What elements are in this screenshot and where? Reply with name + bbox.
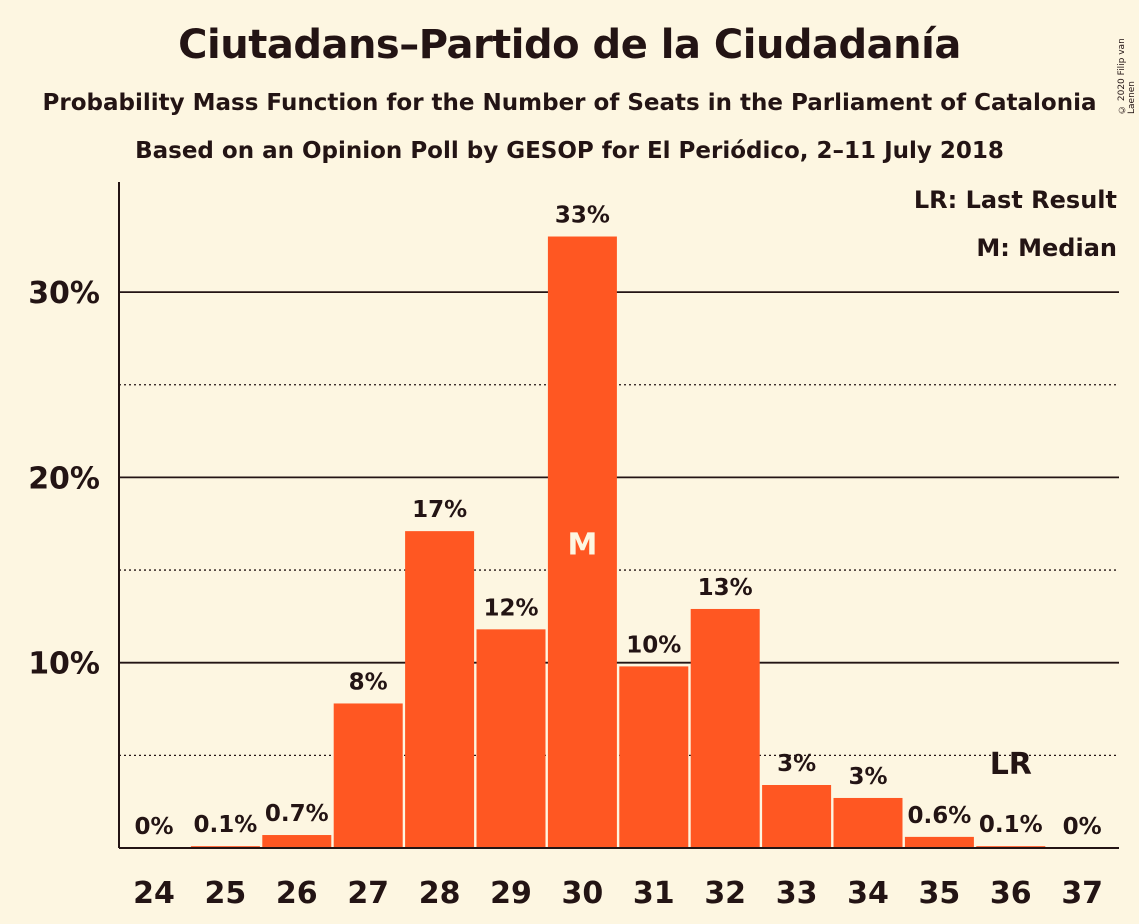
x-tick-label: 29	[490, 876, 532, 911]
data-label: 0.1%	[194, 812, 258, 838]
x-tick-label: 37	[1061, 876, 1103, 911]
x-tick-label: 24	[133, 876, 175, 911]
axes: 10% 20% 30% 24 25 26 27 28 29 30 31 32 33 34 35 36 37	[28, 182, 1119, 911]
x-tick-label: 26	[276, 876, 318, 911]
x-tick-label: 34	[847, 876, 889, 911]
x-tick-label: 32	[704, 876, 746, 911]
data-label: 0.1%	[979, 812, 1043, 838]
data-label: 33%	[555, 203, 610, 229]
data-label: 0.7%	[265, 801, 329, 827]
x-tick-label: 36	[990, 876, 1032, 911]
chart-source-line: Based on an Opinion Poll by GESOP for El…	[135, 138, 1004, 164]
x-tick-label: 28	[419, 876, 461, 911]
x-tick-label: 27	[347, 876, 389, 911]
data-label: 10%	[626, 632, 681, 658]
legend-median: M: Median	[976, 234, 1117, 262]
data-label: 0%	[1063, 814, 1102, 840]
bar	[690, 608, 760, 848]
data-label: 13%	[698, 575, 753, 601]
bar	[333, 703, 403, 848]
data-label: 8%	[349, 669, 388, 695]
y-tick-label: 20%	[28, 461, 100, 496]
data-label: 12%	[483, 595, 538, 621]
bar	[904, 836, 974, 848]
data-label: 17%	[412, 497, 467, 523]
bars	[190, 236, 1046, 848]
x-tick-label: 35	[919, 876, 961, 911]
bar	[262, 835, 332, 848]
y-tick-label: 30%	[28, 276, 100, 311]
last-result-marker: LR	[990, 747, 1032, 782]
data-label: 0.6%	[908, 803, 972, 829]
median-marker: M	[567, 527, 597, 562]
bar	[762, 784, 832, 848]
x-tick-label: 33	[776, 876, 818, 911]
bar	[547, 236, 617, 848]
data-labels: 0% 0.1% 0.7% 8% 17% 12% 33% M 10% 13% 3% 3% 0.6% 0.1%…	[134, 203, 1101, 840]
bar	[619, 666, 689, 848]
y-tick-label: 10%	[28, 647, 100, 682]
bar	[405, 531, 475, 848]
bar	[833, 797, 903, 848]
chart-title: Ciutadans–Partido de la Ciudadanía	[178, 22, 961, 68]
x-tick-label: 31	[633, 876, 675, 911]
data-label: 0%	[134, 814, 173, 840]
data-label: 3%	[848, 764, 887, 790]
x-tick-label: 30	[562, 876, 604, 911]
chart-subtitle: Probability Mass Function for the Number…	[42, 90, 1097, 116]
data-label: 3%	[777, 751, 816, 777]
x-tick-label: 25	[205, 876, 247, 911]
bar	[476, 629, 546, 848]
gridlines	[119, 291, 1119, 756]
legend-last-result: LR: Last Result	[913, 186, 1117, 214]
